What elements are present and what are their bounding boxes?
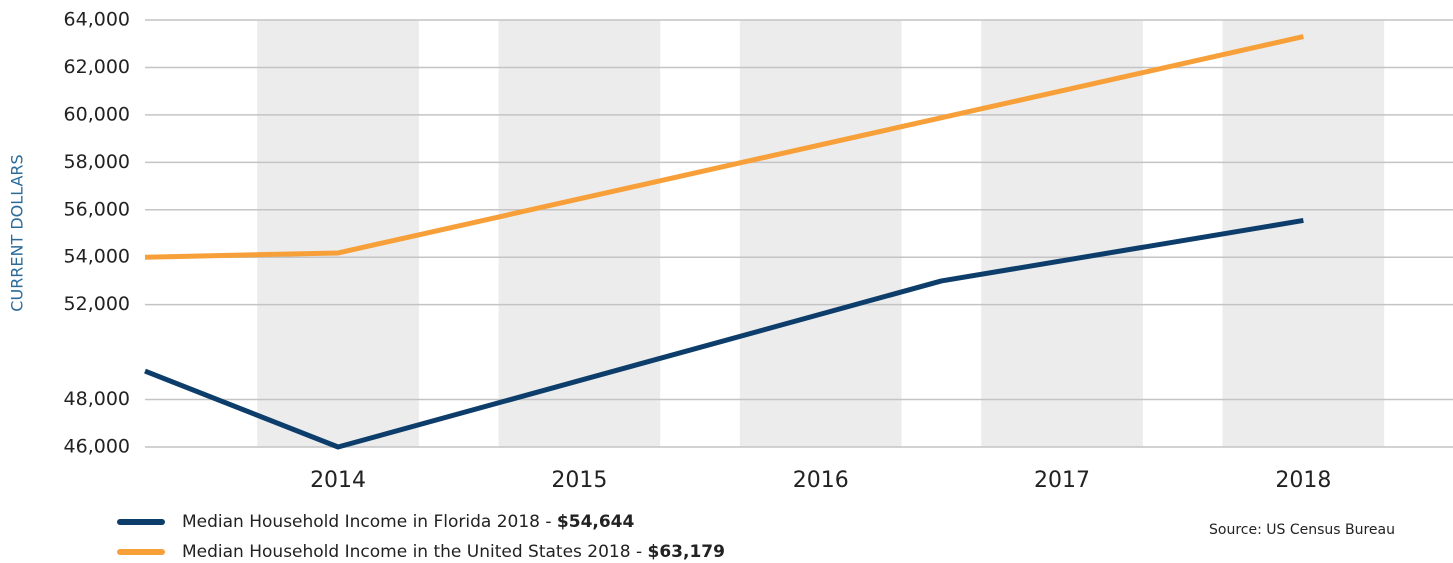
legend-value: $63,179 <box>648 542 725 562</box>
legend-label: Median Household Income in the United St… <box>182 542 725 562</box>
y-tick-label: 64,000 <box>64 9 130 31</box>
x-tick-label: 2015 <box>551 468 607 493</box>
x-band <box>739 20 902 447</box>
y-tick-label: 62,000 <box>64 56 130 78</box>
line <box>144 34 1304 260</box>
legend-name: Median Household Income in Florida 2018 … <box>182 512 557 532</box>
x-band <box>498 20 661 447</box>
y-tick-label: 58,000 <box>64 151 130 173</box>
legend-name: Median Household Income in the United St… <box>182 542 648 562</box>
y-tick-label: 54,000 <box>64 246 130 268</box>
y-axis-label: CURRENT DOLLARS <box>8 154 27 311</box>
x-tick-label: 2014 <box>310 468 366 493</box>
x-tick-label: 2017 <box>1034 468 1090 493</box>
x-tick-label: 2018 <box>1275 468 1331 493</box>
x-tick-label: 2016 <box>793 468 849 493</box>
y-tick-label: 48,000 <box>64 388 130 410</box>
y-tick-label: 52,000 <box>64 293 130 315</box>
y-tick-label: 60,000 <box>64 103 130 125</box>
x-band <box>1222 20 1385 447</box>
source: Source: US Census Bureau <box>1209 522 1395 538</box>
legend-value: $54,644 <box>557 512 635 532</box>
line <box>144 217 1304 450</box>
y-tick-label: 56,000 <box>64 198 130 220</box>
legend-label: Median Household Income in Florida 2018 … <box>182 512 635 532</box>
x-band <box>257 20 419 447</box>
y-tick-label: 46,000 <box>64 436 130 458</box>
x-band <box>981 20 1143 447</box>
